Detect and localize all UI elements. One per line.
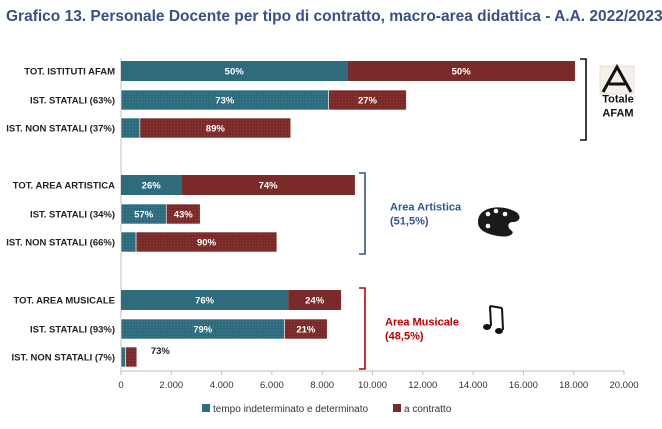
bar-segment [120, 231, 137, 253]
legend-label: tempo indeterminato e determinato [213, 404, 369, 415]
legend-swatch [202, 404, 210, 412]
x-tick-label: 8.000 [310, 380, 334, 391]
category-label: TOT. AREA MUSICALE [13, 296, 115, 307]
palette-icon [493, 208, 499, 214]
x-tick-label: 2.000 [159, 380, 183, 391]
category-label: TOT. ISTITUTI AFAM [24, 67, 115, 78]
category-label: IST. STATALI (93%) [30, 325, 115, 336]
data-label: 24% [305, 296, 325, 307]
category-label: IST. NON STATALI (66%) [6, 238, 115, 249]
bar-segment [288, 290, 342, 310]
bar-segment [139, 117, 292, 139]
afam-logo-icon [601, 63, 633, 93]
group-label: AFAM [602, 108, 633, 120]
palette-icon [485, 223, 491, 229]
music-note-icon [483, 324, 491, 330]
data-label: 57% [134, 210, 154, 221]
group-label: (48,5%) [385, 331, 424, 343]
bar-segment [347, 61, 575, 81]
palette-icon [502, 211, 508, 217]
music-note-icon [495, 328, 503, 334]
bar-segment [121, 175, 182, 195]
legend-label: a contratto [404, 404, 452, 415]
bar-segment [120, 117, 141, 139]
x-tick-label: 16.000 [509, 380, 538, 391]
data-label: 50% [225, 67, 245, 78]
music-note-icon [489, 305, 504, 331]
x-tick-label: 0 [118, 380, 123, 391]
bar-segment [328, 89, 407, 111]
bar-segment [284, 318, 328, 340]
group-label: Area Musicale [385, 317, 459, 329]
x-tick-label: 14.000 [459, 380, 488, 391]
data-label: 43% [174, 210, 194, 221]
group-bracket [580, 58, 587, 141]
data-label: 27% [358, 96, 378, 107]
data-label: 89% [206, 124, 226, 135]
data-label-outside: 73% [151, 346, 171, 357]
x-tick-label: 10.000 [358, 380, 387, 391]
palette-icon [478, 207, 520, 237]
group-label: Area Artistica [390, 202, 462, 214]
data-label: 76% [195, 296, 215, 307]
category-label: IST. STATALI (63%) [30, 96, 115, 107]
x-tick-label: 12.000 [408, 380, 437, 391]
category-label: TOT. AREA ARTISTICA [13, 181, 115, 192]
legend-swatch [393, 404, 401, 412]
data-label: 73% [215, 96, 235, 107]
group-label: (51,5%) [390, 216, 429, 228]
palette-icon [485, 211, 491, 217]
category-label: IST. NON STATALI (37%) [6, 124, 115, 135]
group-bracket [359, 172, 366, 255]
bar-segment [181, 175, 355, 195]
data-label: 90% [197, 238, 217, 249]
bar-segment [120, 346, 126, 368]
bar-segment [135, 231, 278, 253]
data-label: 50% [452, 67, 472, 78]
x-tick-label: 20.000 [609, 380, 638, 391]
chart-title: Grafico 13. Personale Docente per tipo d… [6, 8, 662, 25]
data-label: 74% [259, 181, 279, 192]
category-label: IST. STATALI (34%) [30, 210, 115, 221]
group-label: Totale [602, 94, 634, 106]
bar-segment [125, 346, 138, 368]
data-label: 26% [142, 181, 162, 192]
group-bracket [359, 287, 366, 370]
bar-segment [165, 203, 201, 225]
data-label: 21% [296, 325, 316, 336]
data-label: 79% [193, 325, 213, 336]
bar-segment [121, 290, 289, 310]
x-tick-label: 18.000 [559, 380, 588, 391]
x-tick-label: 4.000 [210, 380, 234, 391]
x-tick-label: 6.000 [260, 380, 284, 391]
category-label: IST. NON STATALI (7%) [12, 353, 115, 364]
bar-segment [121, 61, 348, 81]
